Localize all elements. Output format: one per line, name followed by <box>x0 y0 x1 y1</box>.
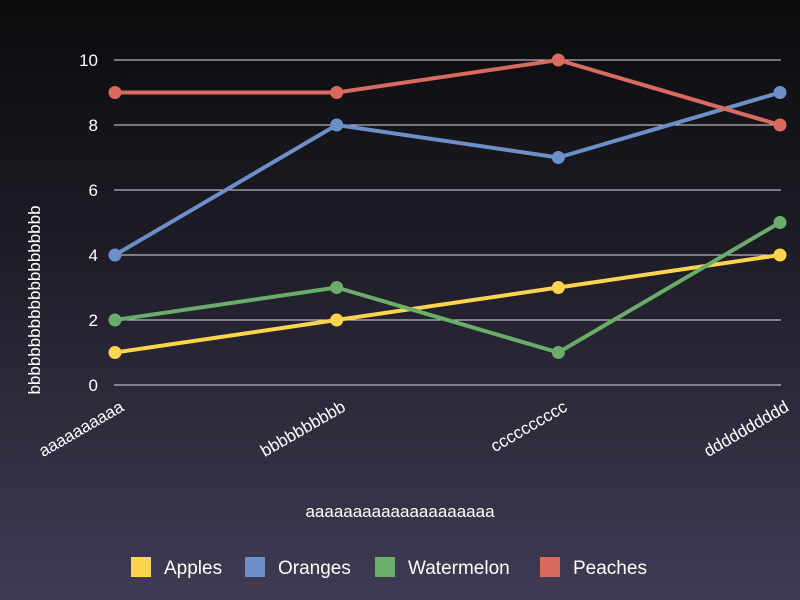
series-line-oranges <box>113 90 782 257</box>
data-point-oranges <box>330 118 344 132</box>
y-tick-label: 6 <box>89 181 98 200</box>
y-tick-label: 10 <box>79 51 98 70</box>
data-point-peaches <box>108 86 122 99</box>
series-line-watermelon <box>113 220 782 355</box>
data-point-watermelon <box>773 216 787 229</box>
data-point-peaches <box>773 118 787 132</box>
y-tick-label: 4 <box>89 246 98 265</box>
data-point-watermelon <box>551 346 565 359</box>
x-tick-label: bbbbbbbbbb <box>257 397 348 461</box>
y-tick-label: 8 <box>89 116 98 135</box>
x-axis-title: aaaaaaaaaaaaaaaaaaaa <box>305 502 495 521</box>
series-line-apples <box>113 253 782 355</box>
legend-swatch-oranges <box>245 557 265 577</box>
y-axis-title: bbbbbbbbbbbbbbbbbbbb <box>25 205 44 394</box>
legend-label-watermelon: Watermelon <box>408 558 510 579</box>
y-tick-label: 2 <box>89 311 98 330</box>
data-point-watermelon <box>330 281 344 294</box>
data-point-apples <box>108 346 122 359</box>
data-point-oranges <box>551 151 565 164</box>
series-line-peaches <box>113 58 782 127</box>
data-point-oranges <box>773 86 787 99</box>
data-point-apples <box>773 248 787 262</box>
legend-label-peaches: Peaches <box>573 558 647 579</box>
data-point-watermelon <box>108 313 122 327</box>
legend-label-apples: Apples <box>164 558 222 579</box>
data-point-peaches <box>551 53 565 67</box>
data-point-peaches <box>330 86 344 99</box>
x-tick-label: cccccccccc <box>487 397 571 456</box>
legend-swatch-peaches <box>540 557 560 577</box>
x-tick-label: aaaaaaaaaa <box>36 397 128 461</box>
data-point-apples <box>330 313 344 327</box>
legend-label-oranges: Oranges <box>278 558 351 579</box>
data-point-apples <box>551 281 565 294</box>
x-tick-label: dddddddddd <box>701 397 792 461</box>
legend-swatch-watermelon <box>375 557 395 577</box>
legend-swatch-apples <box>131 557 151 577</box>
data-point-oranges <box>108 248 122 262</box>
y-tick-label: 0 <box>89 376 98 395</box>
